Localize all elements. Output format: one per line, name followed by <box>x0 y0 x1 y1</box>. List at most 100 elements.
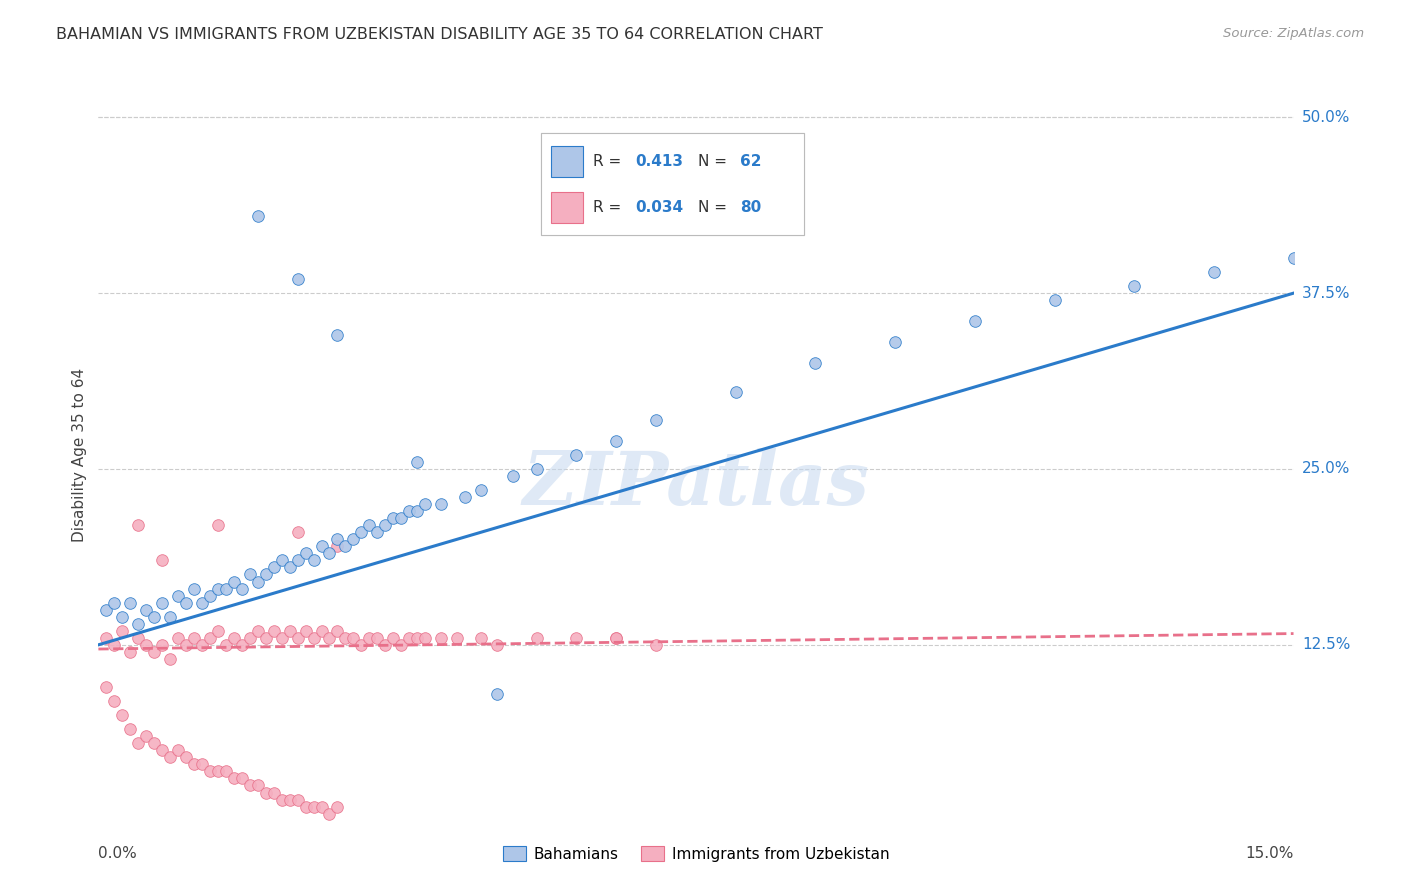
Point <box>150 553 173 567</box>
Point <box>318 806 340 821</box>
Point <box>374 638 396 652</box>
Point <box>263 560 285 574</box>
Point <box>120 645 142 659</box>
Point <box>231 638 253 652</box>
FancyBboxPatch shape <box>540 133 803 235</box>
Point <box>446 631 468 645</box>
Point <box>215 638 238 652</box>
Point <box>350 525 373 540</box>
Point <box>246 209 269 223</box>
Text: 0.413: 0.413 <box>636 154 683 169</box>
Point <box>96 631 118 645</box>
Point <box>103 596 125 610</box>
Point <box>318 631 340 645</box>
Point <box>287 631 309 645</box>
Point <box>406 504 429 518</box>
Point <box>127 518 149 533</box>
Point <box>350 638 373 652</box>
Point <box>143 645 166 659</box>
Point <box>326 533 349 547</box>
Point <box>143 736 166 750</box>
Point <box>174 596 197 610</box>
Point <box>207 518 229 533</box>
Point <box>167 631 190 645</box>
Point <box>143 609 166 624</box>
Point <box>254 631 277 645</box>
Text: ZIPatlas: ZIPatlas <box>523 448 869 520</box>
Point <box>605 631 627 645</box>
Text: 80: 80 <box>741 201 762 215</box>
FancyBboxPatch shape <box>551 146 582 178</box>
Point <box>485 638 508 652</box>
Point <box>294 624 316 638</box>
Point <box>430 631 453 645</box>
Point <box>398 631 420 645</box>
Point <box>231 772 253 786</box>
Y-axis label: Disability Age 35 to 64: Disability Age 35 to 64 <box>72 368 87 542</box>
Text: 50.0%: 50.0% <box>1302 110 1350 125</box>
Point <box>963 314 986 328</box>
Point <box>374 518 396 533</box>
Point <box>470 631 492 645</box>
Point <box>263 624 285 638</box>
Point <box>526 462 548 476</box>
Point <box>263 785 285 799</box>
Point <box>605 434 627 448</box>
Point <box>215 764 238 779</box>
Point <box>159 652 181 666</box>
Point <box>159 750 181 764</box>
Text: Source: ZipAtlas.com: Source: ZipAtlas.com <box>1223 27 1364 40</box>
Point <box>294 799 316 814</box>
Point <box>470 483 492 497</box>
Point <box>150 596 173 610</box>
Point <box>270 631 292 645</box>
Point <box>645 413 668 427</box>
Point <box>605 631 627 645</box>
Point <box>254 785 277 799</box>
Point <box>111 609 134 624</box>
Point <box>565 631 588 645</box>
Text: R =: R = <box>593 154 626 169</box>
Text: 37.5%: 37.5% <box>1302 285 1350 301</box>
Point <box>454 490 477 504</box>
Text: 0.0%: 0.0% <box>98 846 138 861</box>
Point <box>207 764 229 779</box>
Point <box>246 624 269 638</box>
Point <box>389 511 412 525</box>
Point <box>342 533 364 547</box>
Point <box>287 272 309 286</box>
Text: R =: R = <box>593 201 626 215</box>
Text: N =: N = <box>699 154 733 169</box>
Point <box>96 680 118 694</box>
Point <box>326 539 349 553</box>
Point <box>502 469 524 483</box>
Point <box>111 708 134 723</box>
Point <box>174 638 197 652</box>
Point <box>198 589 221 603</box>
Point <box>278 624 301 638</box>
Point <box>111 624 134 638</box>
Point <box>326 624 349 638</box>
Point <box>804 357 827 371</box>
Point <box>207 624 229 638</box>
FancyBboxPatch shape <box>551 193 582 223</box>
Point <box>287 525 309 540</box>
Point <box>294 546 316 560</box>
Text: 62: 62 <box>741 154 762 169</box>
Point <box>183 757 205 772</box>
Point <box>311 799 333 814</box>
Text: BAHAMIAN VS IMMIGRANTS FROM UZBEKISTAN DISABILITY AGE 35 TO 64 CORRELATION CHART: BAHAMIAN VS IMMIGRANTS FROM UZBEKISTAN D… <box>56 27 823 42</box>
Point <box>302 799 325 814</box>
Point <box>270 553 292 567</box>
Point <box>884 335 907 350</box>
Point <box>103 638 125 652</box>
Point <box>191 638 214 652</box>
Point <box>183 582 205 596</box>
Point <box>318 546 340 560</box>
Legend: Bahamians, Immigrants from Uzbekistan: Bahamians, Immigrants from Uzbekistan <box>496 840 896 868</box>
Point <box>311 539 333 553</box>
Point <box>398 504 420 518</box>
Point <box>135 729 157 743</box>
Text: 0.034: 0.034 <box>636 201 683 215</box>
Point <box>359 631 381 645</box>
